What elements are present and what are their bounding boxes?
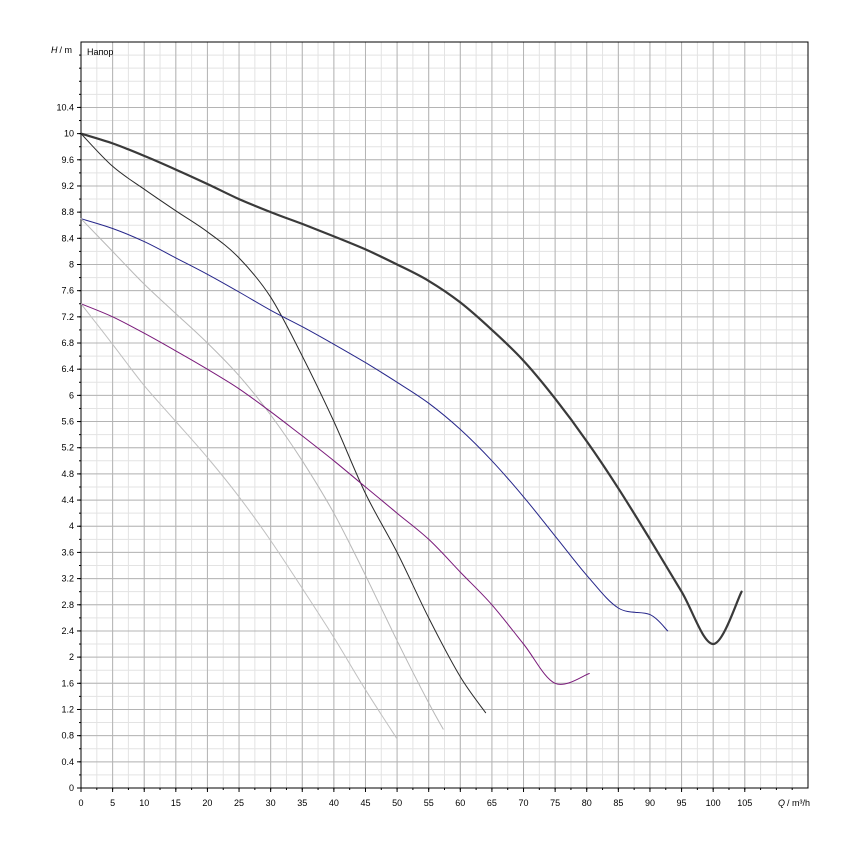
x-axis-unit: / m³/h	[787, 798, 810, 808]
y-tick-label: 10	[64, 129, 74, 139]
y-tick-label: 3.2	[61, 574, 74, 584]
x-tick-label: 5	[110, 798, 115, 808]
y-tick-label: 0.8	[61, 731, 74, 741]
series-curve-4	[80, 218, 444, 730]
y-tick-label: 6	[69, 390, 74, 400]
chart-title: Напор	[87, 47, 113, 57]
y-tick-label: 1.2	[61, 704, 74, 714]
y-tick-label: 6.4	[61, 364, 74, 374]
y-tick-label: 10.4	[56, 102, 74, 112]
y-tick-label: 0.4	[61, 757, 74, 767]
minor-grid	[81, 42, 808, 788]
x-tick-label: 95	[677, 798, 687, 808]
y-tick-label: 4	[69, 521, 74, 531]
y-tick-label: 0	[69, 783, 74, 793]
x-tick-label: 70	[519, 798, 529, 808]
x-axis-title: Q / m³/h	[778, 798, 810, 808]
x-tick-label: 15	[171, 798, 181, 808]
y-tick-label: 2	[69, 652, 74, 662]
y-tick-label: 9.2	[61, 181, 74, 191]
y-axis-unit: / m	[60, 45, 73, 55]
y-tick-label: 4.4	[61, 495, 74, 505]
x-tick-label: 10	[139, 798, 149, 808]
x-tick-label: 55	[424, 798, 434, 808]
series-curve-5	[80, 303, 590, 685]
y-tick-label: 3.6	[61, 547, 74, 557]
x-tick-label: 90	[645, 798, 655, 808]
series-curve-1	[79, 132, 743, 646]
y-tick-label: 9.6	[61, 155, 74, 165]
y-tick-label: 5.2	[61, 443, 74, 453]
y-tick-label: 2.4	[61, 626, 74, 636]
y-tick-label: 8.4	[61, 233, 74, 243]
y-tick-label: 7.2	[61, 312, 74, 322]
x-tick-label: 75	[550, 798, 560, 808]
series-curve-3	[80, 218, 669, 632]
x-tick-label: 0	[78, 798, 83, 808]
series-layer	[79, 132, 743, 740]
y-axis-title: H / m	[51, 45, 72, 55]
y-tick-label: 8	[69, 259, 74, 269]
y-tick-label: 1.6	[61, 678, 74, 688]
x-axis-variable: Q	[778, 798, 785, 808]
x-tick-label: 100	[706, 798, 721, 808]
x-tick-label: 30	[266, 798, 276, 808]
y-tick-label: 6.8	[61, 338, 74, 348]
y-tick-label: 4.8	[61, 469, 74, 479]
y-axis-variable: H	[51, 45, 58, 55]
y-tick-label: 7.6	[61, 286, 74, 296]
y-axis-ticks: 0 0.4 0.8 1.2 1.6 2 2.4 2.8 3.2 3.6 4 4.4 4.8 5.2 5.6 6…	[56, 54, 81, 793]
x-tick-label: 85	[613, 798, 623, 808]
series-curve-2	[80, 133, 487, 714]
x-tick-label: 65	[487, 798, 497, 808]
x-tick-label: 45	[360, 798, 370, 808]
x-tick-label: 105	[737, 798, 752, 808]
x-tick-label: 40	[329, 798, 339, 808]
major-grid	[81, 42, 808, 788]
x-tick-label: 20	[202, 798, 212, 808]
y-tick-label: 8.8	[61, 207, 74, 217]
x-tick-label: 50	[392, 798, 402, 808]
y-tick-label: 5.6	[61, 417, 74, 427]
x-tick-label: 80	[582, 798, 592, 808]
x-tick-label: 25	[234, 798, 244, 808]
y-tick-label: 2.8	[61, 600, 74, 610]
series-curve-6	[80, 303, 398, 740]
x-tick-label: 60	[455, 798, 465, 808]
x-tick-label: 35	[297, 798, 307, 808]
x-axis-ticks: 0 5 10 15 20 25 30 35 40 45 50 55 60 65 70 75 80 85 90 95 10…	[78, 788, 793, 808]
